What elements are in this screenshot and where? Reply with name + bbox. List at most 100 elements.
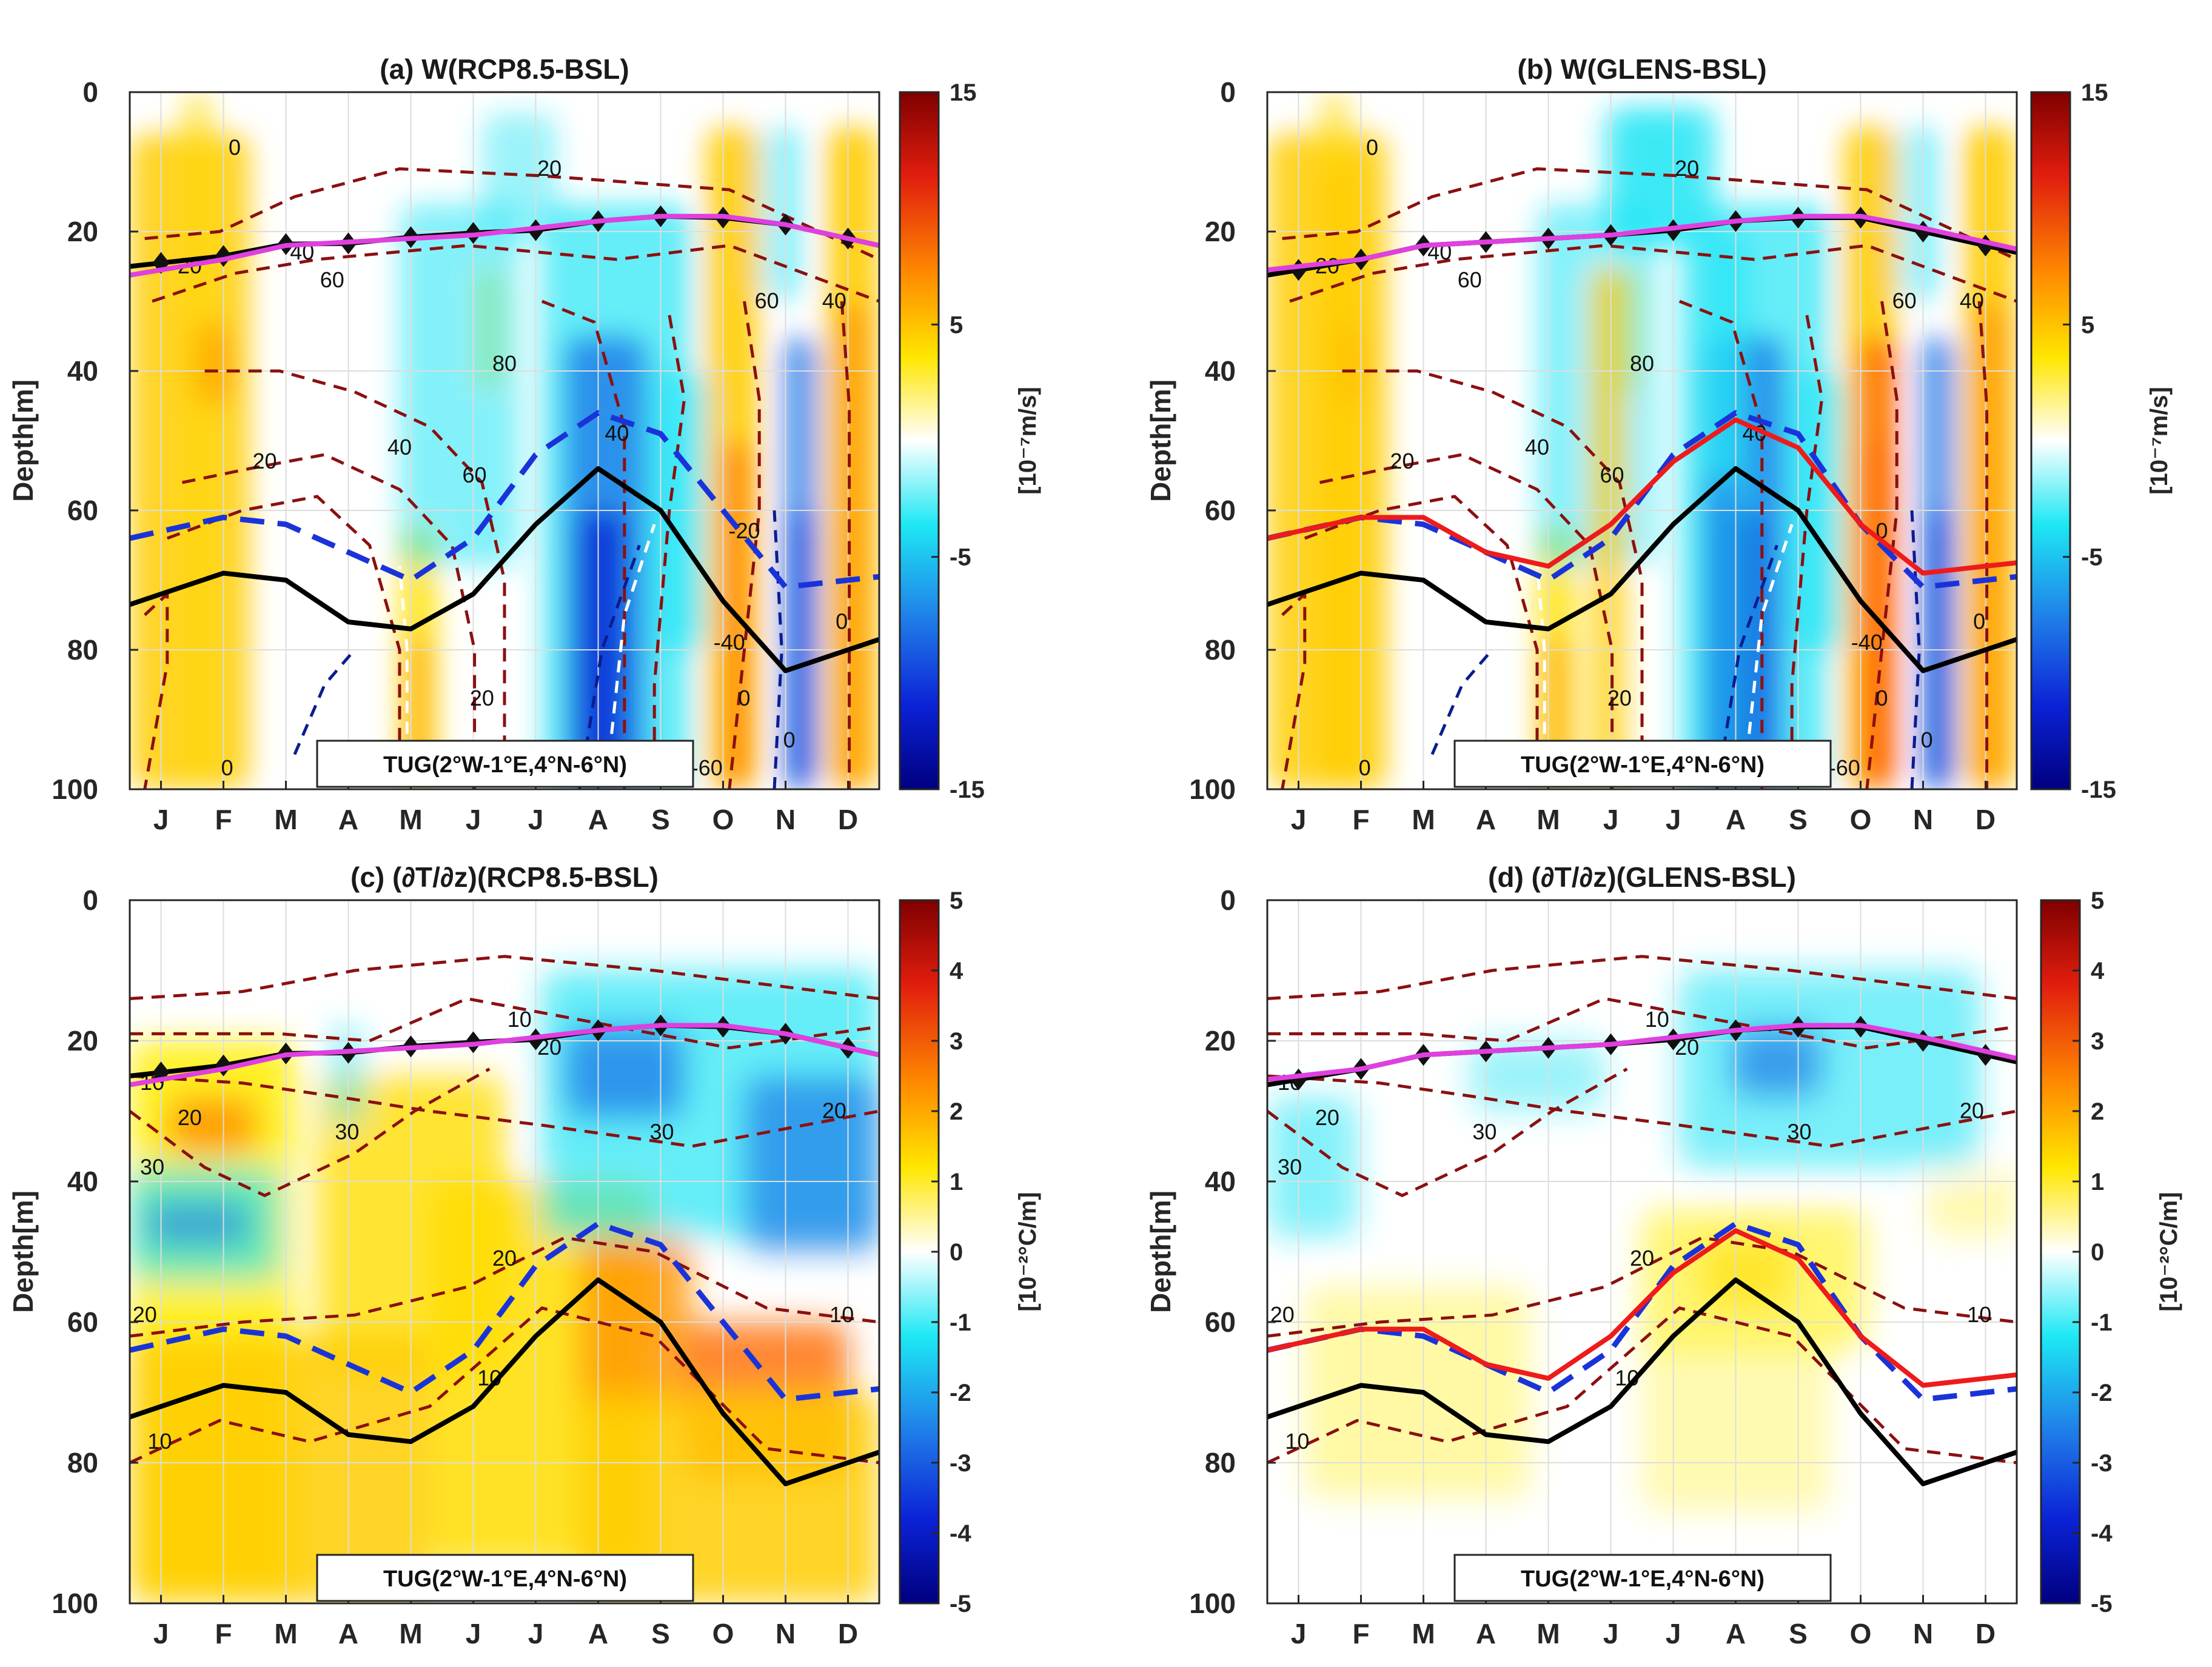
colorbar-tick-label: -2 — [950, 1380, 971, 1406]
contour-label: 30 — [1278, 1154, 1302, 1179]
series-mld_magenta — [130, 1023, 879, 1087]
series-thermocline_black — [130, 1277, 879, 1486]
y-tick-label: 20 — [1205, 1025, 1236, 1057]
series-mld_magenta — [1267, 1023, 2017, 1082]
contour-line-negative — [773, 510, 783, 789]
colorbar-tick-label: 4 — [950, 958, 964, 984]
region-label-box — [316, 740, 694, 788]
x-tick-label: F — [215, 1618, 232, 1649]
contour-label: 20 — [1270, 1302, 1295, 1327]
y-tick-label: 0 — [82, 884, 98, 916]
colorbar-tick-label: 1 — [950, 1169, 963, 1195]
y-tick-label: 80 — [67, 634, 98, 666]
contour-line — [130, 1236, 879, 1338]
contour-line — [204, 369, 506, 755]
contour-line-negative — [293, 649, 356, 755]
contour-line — [166, 495, 401, 789]
contour-line — [840, 301, 851, 789]
contour-line-zero — [608, 524, 656, 755]
colorbar-tick-label: -4 — [950, 1520, 971, 1547]
contour-label: 30 — [140, 1154, 164, 1179]
panel-title: (a) W(RCP8.5-BSL) — [380, 53, 629, 85]
contour-label: 40 — [387, 435, 412, 459]
contour-line — [130, 997, 879, 1050]
contour-label: -60 — [1829, 755, 1860, 780]
contour-label: 20 — [1630, 1246, 1654, 1271]
colorbar-tick-label: -2 — [2091, 1380, 2113, 1406]
shading-blob — [167, 1097, 258, 1154]
contour-line-zero — [398, 566, 409, 755]
contour-label: 60 — [463, 463, 487, 487]
contour-label: 40 — [1525, 435, 1549, 459]
y-tick-label: 40 — [1205, 1166, 1236, 1197]
y-tick-label: 80 — [1205, 634, 1236, 666]
shading-blob — [838, 301, 868, 789]
x-tick-label: D — [1976, 1618, 1996, 1649]
region-label: TUG(2°W-1°E,4°N-6°N) — [1521, 1566, 1765, 1592]
contour-label: 80 — [1630, 351, 1654, 376]
contour-label: 0 — [1973, 609, 1985, 634]
x-tick-label: J — [153, 804, 169, 835]
contour-line — [1678, 299, 1764, 789]
contour-label: 20 — [1960, 1098, 1984, 1123]
x-tick-label: S — [1789, 1618, 1808, 1649]
x-tick-label: O — [1850, 1618, 1872, 1649]
region-label-box — [316, 1554, 694, 1602]
contour-label: 10 — [1645, 1007, 1669, 1032]
contour-label: 20 — [252, 449, 276, 473]
contour-line — [1342, 369, 1644, 755]
y-axis-label: Depth[m] — [7, 379, 39, 502]
contour-label: 10 — [508, 1007, 532, 1032]
contour-line — [1790, 315, 1824, 789]
region-label: TUG(2°W-1°E,4°N-6°N) — [383, 1566, 627, 1592]
contour-label: 20 — [1675, 156, 1699, 181]
shading-blob — [564, 1026, 685, 1118]
contour-label: 0 — [221, 755, 233, 780]
y-tick-label: 80 — [1205, 1447, 1236, 1478]
x-tick-label: A — [1726, 804, 1746, 835]
panel-title: (c) (∂T/∂z)(RCP8.5-BSL) — [350, 861, 659, 893]
y-tick-label: 100 — [1189, 1588, 1236, 1619]
region-label-box — [1453, 740, 1832, 788]
contour-label: 30 — [650, 1119, 674, 1144]
series-mld_magenta — [130, 213, 879, 278]
contour-line — [130, 955, 879, 1000]
contour-label: 60 — [320, 267, 344, 292]
colorbar-tick-label: -5 — [950, 1591, 971, 1617]
colorbar-tick-label: 5 — [950, 312, 963, 338]
plot-frame — [129, 91, 880, 790]
series-thermocline_red — [1267, 417, 2017, 576]
contour-line — [1267, 1067, 1628, 1197]
contour-lines — [143, 167, 879, 789]
contour-label: 10 — [1285, 1429, 1309, 1454]
contour-label: 20 — [133, 1302, 157, 1327]
shading-blob — [1319, 162, 1365, 789]
contour-label: 30 — [335, 1119, 359, 1144]
contour-lines — [1281, 167, 2017, 789]
contour-line — [1267, 1236, 2017, 1338]
series-thermocline_black — [1267, 466, 2017, 673]
colorbar-tick-label: 3 — [2091, 1028, 2104, 1055]
contour-label: 0 — [836, 609, 848, 634]
x-tick-label: D — [838, 1618, 858, 1649]
contour-line — [181, 453, 477, 789]
contour-line — [1319, 453, 1614, 789]
contour-line-zero — [1745, 524, 1794, 755]
contour-line — [144, 167, 879, 261]
y-tick-label: 40 — [1205, 355, 1236, 387]
contour-line — [143, 590, 169, 789]
x-tick-label: J — [466, 804, 481, 835]
contour-line — [130, 1067, 491, 1197]
contour-label: 60 — [1892, 289, 1917, 313]
x-tick-label: N — [776, 804, 796, 835]
x-tick-label: S — [651, 1618, 670, 1649]
contour-label: 0 — [783, 727, 796, 752]
contour-line — [130, 1074, 879, 1148]
shading-blob — [1706, 475, 1736, 789]
shading-blob — [579, 1237, 692, 1414]
colorbar-tick-label: -15 — [950, 777, 985, 803]
contour-line — [1267, 997, 2017, 1050]
contour-label: 0 — [739, 686, 751, 710]
region-label-box — [1453, 1554, 1832, 1602]
